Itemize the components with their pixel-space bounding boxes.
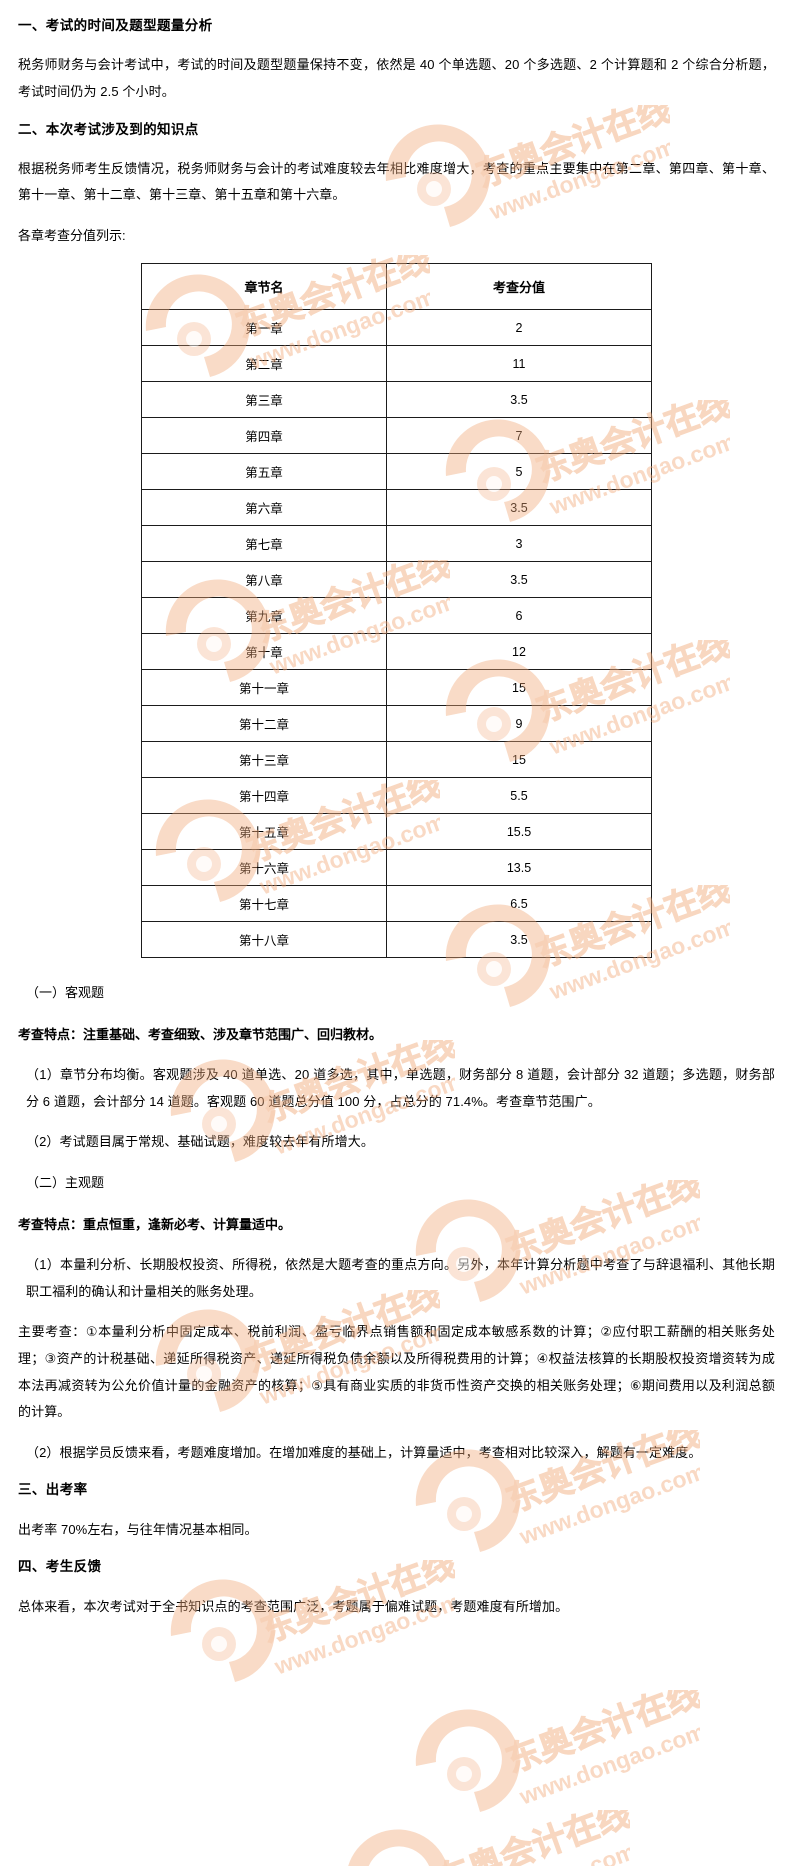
cell-chapter-name: 第十七章 [141,885,387,923]
cell-chapter-score: 5.5 [386,777,652,815]
table-row: 第六章 3.5 [141,489,652,527]
cell-chapter-score: 12 [386,633,652,671]
table-row: 第九章 6 [141,597,652,635]
table-row: 第十八章 3.5 [141,921,652,959]
cell-chapter-score: 3.5 [386,921,652,959]
table-row: 第十四章 5.5 [141,777,652,815]
cell-chapter-name: 第十六章 [141,849,387,887]
cell-chapter-name: 第十四章 [141,777,387,815]
column-header-score: 考查分值 [386,263,652,311]
cell-chapter-score: 5 [386,453,652,491]
objective-item-1: （1）章节分布均衡。客观题涉及 40 道单选、20 道多选，其中，单选题，财务部… [26,1067,775,1109]
svg-text:www.dongao.com: www.dongao.com [445,1838,630,1866]
table-head: 章节名 考查分值 [141,263,652,311]
cell-chapter-name: 第一章 [141,309,387,347]
subjective-feature-line: 考查特点：重点恒重，逢新必考、计算量适中。 [18,1216,292,1232]
cell-chapter-score: 6.5 [386,885,652,923]
cell-chapter-name: 第十八章 [141,921,387,959]
cell-chapter-name: 第十一章 [141,669,387,707]
section-2-paragraph-1: 根据税务师考生反馈情况，税务师财务与会计的考试难度较去年相比难度增大，考查的重点… [18,160,775,203]
table-row: 第十章 12 [141,633,652,671]
subjective-item-1: （1）本量利分析、长期股权投资、所得税，依然是大题考查的重点方向。另外，本年计算… [26,1256,775,1299]
table-row: 第十六章 13.5 [141,849,652,887]
table-row: 第二章 11 [141,345,652,383]
cell-chapter-score: 3 [386,525,652,563]
cell-chapter-score: 7 [386,417,652,455]
svg-text:www.dongao.com: www.dongao.com [515,1718,700,1810]
cell-chapter-name: 第十二章 [141,705,387,743]
cell-chapter-name: 第九章 [141,597,387,635]
document-page: 一、考试的时间及题型题量分析 税务师财务与会计考试中，考试的时间及题型题量保持不… [18,18,775,1614]
table-row: 第七章 3 [141,525,652,563]
subjective-title: （二）主观题 [26,1174,105,1190]
cell-chapter-score: 15 [386,669,652,707]
table-row: 第十一章 15 [141,669,652,707]
table-row: 第十二章 9 [141,705,652,743]
table-row: 第十三章 15 [141,741,652,779]
objective-feature-line: 考查特点：注重基础、考查细致、涉及章节范围广、回归教材。 [18,1027,383,1043]
cell-chapter-score: 2 [386,309,652,347]
table-intro-label: 各章考查分值列示: [18,228,126,244]
cell-chapter-score: 3.5 [386,561,652,599]
section-1-paragraph-1: 税务师财务与会计考试中，考试的时间及题型题量保持不变，依然是 40 个单选题、2… [18,57,775,99]
table-row: 第一章 2 [141,309,652,347]
cell-chapter-score: 9 [386,705,652,743]
svg-text:东奥会计在线: 东奥会计在线 [501,1690,700,1780]
chapter-score-table-wrapper: 章节名 考查分值 第一章 2 第二章 11 第三章 3.5 第四章 7 第五章 5 第六章 3.5 第七… [18,263,775,959]
table-row: 第八章 3.5 [141,561,652,599]
table-header-row: 章节名 考查分值 [141,263,652,311]
section-3-paragraph-1: 出考率 70%左右，与往年情况基本相同。 [18,1521,258,1537]
cell-chapter-name: 第三章 [141,381,387,419]
cell-chapter-name: 第六章 [141,489,387,527]
cell-chapter-score: 15.5 [386,813,652,851]
cell-chapter-score: 11 [386,345,652,383]
cell-chapter-score: 15 [386,741,652,779]
table-row: 第三章 3.5 [141,381,652,419]
section-heading-1: 一、考试的时间及题型题量分析 [18,18,213,33]
subjective-main-points: 主要考查：①本量利分析中固定成本、税前利润、盈亏临界点销售额和固定成本敏感系数的… [18,1324,775,1420]
cell-chapter-name: 第十五章 [141,813,387,851]
table-row: 第四章 7 [141,417,652,455]
cell-chapter-score: 6 [386,597,652,635]
cell-chapter-name: 第四章 [141,417,387,455]
cell-chapter-score: 3.5 [386,381,652,419]
cell-chapter-score: 3.5 [386,489,652,527]
table-row: 第五章 5 [141,453,652,491]
section-heading-4: 四、考生反馈 [18,1559,102,1575]
cell-chapter-name: 第五章 [141,453,387,491]
cell-chapter-name: 第七章 [141,525,387,563]
section-4-paragraph-1: 总体来看，本次考试对于全书知识点的考查范围广泛，考题属于偏难试题，考题难度有所增… [18,1598,569,1614]
cell-chapter-name: 第八章 [141,561,387,599]
chapter-score-table: 章节名 考查分值 第一章 2 第二章 11 第三章 3.5 第四章 7 第五章 5 第六章 3.5 第七… [141,263,652,959]
cell-chapter-name: 第二章 [141,345,387,383]
objective-item-2: （2）考试题目属于常规、基础试题，难度较去年有所增大。 [26,1134,374,1150]
cell-chapter-name: 第十三章 [141,741,387,779]
cell-chapter-score: 13.5 [386,849,652,887]
objective-title: （一）客观题 [26,985,105,1001]
table-row: 第十七章 6.5 [141,885,652,923]
table-body: 第一章 2 第二章 11 第三章 3.5 第四章 7 第五章 5 第六章 3.5 第七章 3 第八章 3.5 第… [141,309,652,959]
section-heading-2: 二、本次考试涉及到的知识点 [18,121,199,137]
column-header-chapter-name: 章节名 [141,263,387,311]
subjective-item-2: （2）根据学员反馈来看，考题难度增加。在增加难度的基础上，计算量适中，考查相对比… [26,1444,702,1460]
svg-text:东奥会计在线: 东奥会计在线 [431,1810,630,1866]
cell-chapter-name: 第十章 [141,633,387,671]
section-heading-3: 三、出考率 [18,1482,88,1498]
table-row: 第十五章 15.5 [141,813,652,851]
